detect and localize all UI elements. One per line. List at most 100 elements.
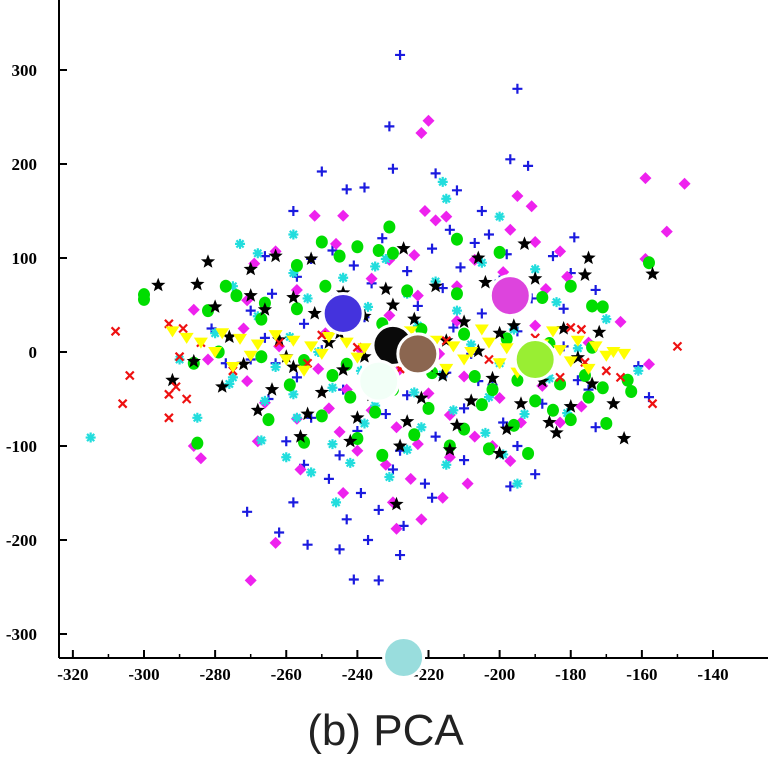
data-point-circle — [372, 243, 385, 257]
data-point-triangle-down — [350, 352, 365, 364]
data-point-diamond — [237, 322, 250, 335]
data-point-plus — [427, 492, 438, 503]
data-point-asterisk — [441, 459, 452, 470]
data-point-circle — [383, 220, 396, 234]
data-point-circle — [450, 287, 463, 301]
data-point-asterisk — [530, 264, 541, 275]
data-point-plus — [242, 506, 253, 517]
data-point-plus — [288, 497, 299, 508]
data-point-triangle-down — [321, 331, 336, 343]
data-point-asterisk — [327, 382, 338, 393]
data-point-triangle-down — [457, 354, 472, 366]
x-tick-label: -160 — [626, 665, 657, 684]
data-points — [85, 49, 691, 679]
data-point-diamond — [408, 249, 421, 262]
data-point-asterisk — [572, 343, 583, 354]
data-point-star — [264, 382, 280, 396]
data-point-circle — [290, 259, 303, 273]
data-point-plus — [395, 49, 406, 60]
data-point-star — [414, 390, 429, 405]
data-point-big-circle — [488, 274, 532, 318]
data-point-star — [528, 271, 543, 285]
data-point-star — [343, 433, 358, 448]
data-point-asterisk — [448, 405, 459, 416]
data-point-triangle-down — [588, 341, 603, 353]
data-point-asterisk — [384, 472, 395, 483]
data-point-x — [615, 372, 626, 383]
data-point-asterisk — [363, 301, 374, 312]
data-point-triangle-down — [208, 347, 223, 358]
data-point-plus — [512, 441, 523, 451]
data-point-plus — [334, 544, 345, 555]
data-point-plus — [569, 232, 580, 243]
data-point-circle — [351, 240, 364, 254]
data-point-x — [601, 366, 612, 376]
data-point-circle — [458, 422, 471, 436]
data-point-plus — [451, 185, 462, 196]
data-point-diamond — [269, 536, 282, 549]
data-point-star — [535, 373, 550, 388]
y-tick-label: 200 — [12, 155, 38, 174]
data-point-big-circle — [321, 291, 365, 335]
data-point-asterisk — [370, 261, 381, 272]
data-point-plus — [444, 224, 455, 235]
data-point-diamond — [194, 452, 207, 465]
data-point-circle — [230, 289, 243, 303]
data-point-diamond — [390, 522, 403, 535]
data-point-asterisk — [331, 497, 342, 508]
data-point-triangle-down — [250, 339, 265, 351]
data-point-asterisk — [270, 362, 281, 373]
data-point-diamond — [529, 236, 542, 249]
data-point-star — [585, 376, 600, 390]
data-point-star — [456, 314, 472, 328]
data-point-big-circle — [357, 359, 401, 403]
data-point-triangle-down — [403, 326, 418, 338]
data-point-star — [506, 318, 521, 332]
data-point-star — [556, 321, 571, 335]
data-point-diamond — [529, 319, 542, 332]
data-point-asterisk — [451, 305, 462, 316]
data-point-circle — [333, 249, 346, 263]
data-point-triangle-down — [617, 348, 632, 360]
data-point-asterisk — [227, 372, 238, 383]
data-point-circle — [262, 413, 275, 427]
data-point-plus — [395, 550, 406, 561]
data-point-circle — [493, 245, 506, 259]
data-point-plus — [327, 245, 338, 256]
data-point-plus — [430, 431, 441, 442]
data-point-triangle-down — [314, 348, 329, 360]
x-tick-label: -240 — [342, 665, 373, 684]
data-point-circle — [600, 416, 613, 430]
data-point-star — [286, 290, 301, 304]
data-point-diamond — [411, 289, 424, 302]
data-point-diamond — [678, 177, 691, 190]
data-point-circle — [326, 369, 339, 382]
data-point-circle — [191, 436, 204, 450]
data-point-star — [517, 236, 532, 250]
data-point-diamond — [337, 487, 350, 499]
data-point-asterisk — [551, 297, 562, 308]
data-point-circle — [369, 405, 382, 419]
data-point-star — [442, 442, 457, 456]
data-point-star — [645, 266, 660, 280]
data-point-plus — [387, 464, 398, 475]
data-point-star — [389, 496, 404, 511]
data-point-circle — [482, 442, 495, 456]
data-point-circle — [582, 390, 595, 404]
data-point-triangle-down — [499, 343, 514, 355]
data-point-plus — [437, 283, 448, 294]
data-point-plus — [448, 322, 459, 333]
data-point-diamond — [450, 314, 463, 327]
data-point-diamond — [614, 315, 627, 328]
y-tick-label: 0 — [29, 343, 38, 362]
data-point-star — [304, 251, 319, 265]
data-point-x — [565, 322, 576, 333]
data-point-plus — [288, 206, 299, 216]
data-point-star — [257, 302, 272, 316]
data-point-plus — [384, 121, 395, 132]
data-point-star — [336, 362, 351, 376]
data-point-asterisk — [416, 422, 427, 433]
data-point-star — [293, 429, 308, 443]
data-point-star — [570, 350, 585, 364]
data-point-diamond — [308, 209, 321, 222]
